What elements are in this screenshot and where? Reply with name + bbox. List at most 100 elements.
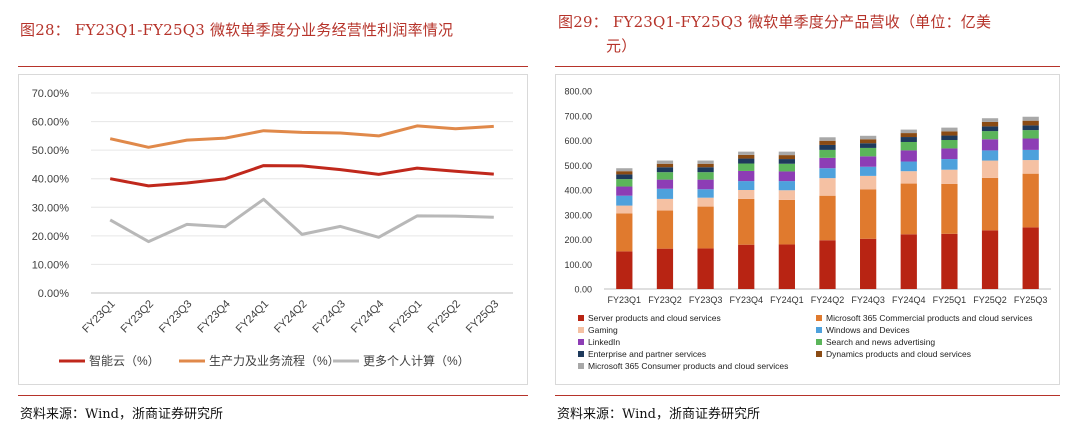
bar-segment: [981, 177, 999, 231]
bar-segment: [738, 163, 755, 171]
y-tick-label: 0.00%: [38, 288, 69, 300]
legend-label: Gaming: [588, 325, 618, 335]
x-tick-label: FY24Q4: [349, 298, 386, 335]
y-tick-label: 700.00: [564, 111, 592, 121]
bar-segment: [656, 198, 674, 211]
bar-segment: [819, 144, 836, 150]
bar-segment: [616, 205, 633, 214]
bar-segment: [778, 244, 795, 289]
x-tick-label: FY23Q4: [195, 298, 232, 335]
y-tick-label: 0.00: [574, 285, 592, 295]
bar-segment: [1022, 149, 1039, 161]
x-tick-label: FY24Q3: [851, 295, 885, 305]
bar-segment: [616, 186, 633, 196]
bar-segment: [697, 160, 714, 164]
bar-segment: [819, 137, 836, 141]
left-title-rule: [18, 66, 528, 67]
left-source-rule: [18, 395, 528, 396]
bar-segment: [941, 131, 958, 136]
bar-segment: [778, 155, 795, 160]
right-source: 资料来源：Wind，浙商证券研究所: [557, 407, 760, 422]
bar-segment: [900, 133, 917, 138]
bar-segment: [900, 161, 917, 172]
x-tick-label: FY25Q3: [1014, 295, 1048, 305]
bar-segment: [697, 172, 714, 180]
right-title-rule: [555, 66, 1060, 67]
y-tick-label: 300.00: [564, 210, 592, 220]
bar-segment: [738, 244, 755, 289]
x-tick-label: FY25Q1: [933, 295, 967, 305]
x-tick-label: FY23Q2: [119, 298, 156, 335]
right-title-line2: 元）: [606, 37, 637, 55]
bar-segment: [1022, 173, 1039, 228]
bar-segment: [616, 195, 633, 206]
x-tick-label: FY25Q3: [464, 298, 501, 335]
x-tick-label: FY24Q4: [892, 295, 926, 305]
legend-label: Dynamics products and cloud services: [826, 349, 971, 359]
bar-segment: [616, 174, 633, 180]
x-tick-label: FY23Q4: [729, 295, 763, 305]
bar-segment: [941, 169, 958, 184]
bar-segment: [860, 189, 877, 239]
bar-segment: [1022, 116, 1039, 121]
legend-swatch: [578, 339, 584, 345]
right-figure-title: 图29： FY23Q1-FY25Q3 微软单季度分产品营收（单位：亿美 元）: [558, 10, 1063, 58]
bar-segment: [616, 213, 633, 252]
y-tick-label: 600.00: [564, 136, 592, 146]
left-figure-title: 图28： FY23Q1-FY25Q3 微软单季度分业务经营性利润率情况: [20, 21, 454, 39]
bar-segment: [778, 159, 795, 164]
bar-segment: [981, 126, 999, 132]
x-tick-label: FY24Q1: [234, 298, 271, 335]
bar-segment: [981, 131, 999, 140]
bar-segment: [738, 181, 755, 190]
bar-segment: [697, 167, 714, 173]
legend-swatch: [578, 351, 584, 357]
legend-swatch: [578, 315, 584, 321]
legend-label: LinkedIn: [588, 337, 620, 347]
bar-segment: [1022, 160, 1039, 174]
bar-segment: [819, 178, 836, 196]
legend-swatch: [816, 351, 822, 357]
x-tick-label: FY25Q1: [387, 298, 424, 335]
legend-label: 智能云（%）: [89, 353, 160, 368]
legend-label: Server products and cloud services: [588, 313, 721, 323]
bar-segment: [860, 238, 877, 289]
series-line-3: [109, 197, 494, 244]
bar-segment: [738, 190, 755, 199]
x-tick-label: FY23Q3: [689, 295, 723, 305]
y-tick-label: 400.00: [564, 186, 592, 196]
bar-segment: [860, 139, 877, 144]
x-tick-label: FY23Q1: [80, 298, 117, 335]
bar-segment: [697, 248, 714, 289]
bar-segment: [900, 137, 917, 142]
line-chart: 0.00% 10.00% 20.00% 30.00% 40.00% 50.00% 60.00…: [32, 88, 513, 368]
right-title-line1: 图29： FY23Q1-FY25Q3 微软单季度分产品营收（单位：亿美: [558, 13, 992, 31]
x-tick-label: FY24Q2: [272, 298, 309, 335]
stacked-bar-chart: 0.00 100.00 200.00 300.00 400.00 500.00 600.00…: [564, 87, 1051, 371]
bar-segment: [860, 135, 877, 140]
bar-segment: [981, 150, 999, 161]
legend-label: 更多个人计算（%）: [363, 353, 470, 368]
bar-segment: [819, 140, 836, 145]
y-tick-label: 20.00%: [32, 231, 70, 243]
bar-segment: [656, 179, 674, 189]
bar-segment: [819, 149, 836, 158]
x-tick-label: FY23Q2: [648, 295, 682, 305]
legend-label: Windows and Devices: [826, 325, 910, 335]
bar-segment: [697, 163, 714, 168]
bar-segment: [819, 195, 836, 241]
bar-segment: [1022, 227, 1039, 289]
x-tick-label: FY23Q1: [608, 295, 642, 305]
legend-swatch: [816, 327, 822, 333]
bar-segment: [819, 240, 836, 289]
bar-segment: [941, 135, 958, 141]
legend-label: Microsoft 365 Commercial products and cl…: [826, 313, 1032, 323]
bar-segment: [738, 170, 755, 182]
bar-segment: [738, 151, 755, 155]
bar-segment: [778, 163, 795, 172]
bar-segment: [981, 230, 999, 289]
bar-segment: [860, 175, 877, 190]
y-tick-label: 60.00%: [32, 117, 70, 129]
bar-segment: [860, 156, 877, 167]
x-tick-label: FY25Q2: [973, 295, 1007, 305]
